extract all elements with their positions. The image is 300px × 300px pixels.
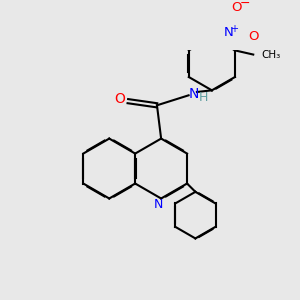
Text: N: N [154, 198, 163, 211]
Text: N: N [188, 88, 199, 101]
Text: O: O [248, 30, 259, 43]
Text: H: H [199, 91, 208, 104]
Text: +: + [230, 24, 238, 34]
Text: O: O [114, 92, 125, 106]
Text: CH₃: CH₃ [262, 50, 281, 60]
Text: O: O [232, 2, 242, 14]
Text: −: − [240, 0, 250, 10]
Text: N: N [224, 26, 233, 39]
